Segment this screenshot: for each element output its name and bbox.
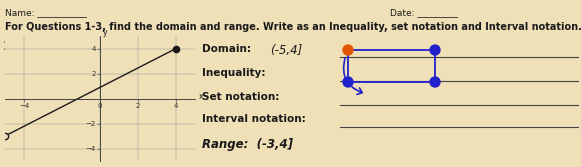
Ellipse shape [343,77,353,87]
Text: Set notation:: Set notation: [202,92,279,102]
Text: Domain:: Domain: [202,44,251,54]
Ellipse shape [343,45,353,55]
Ellipse shape [430,45,440,55]
Text: Range:  (-3,4]: Range: (-3,4] [202,138,293,151]
Text: 1.: 1. [3,40,16,53]
Text: Inequality:: Inequality: [202,68,266,78]
Text: For Questions 1-3, find the domain and range. Write as an Inequality, set notati: For Questions 1-3, find the domain and r… [5,22,581,32]
Text: x: x [199,92,203,101]
Text: (-5,4]: (-5,4] [270,44,302,57]
Text: Name: ___________: Name: ___________ [5,8,87,17]
Text: Interval notation:: Interval notation: [202,114,306,124]
Text: y: y [102,28,107,37]
Text: Date: _________: Date: _________ [390,8,458,17]
Ellipse shape [430,77,440,87]
